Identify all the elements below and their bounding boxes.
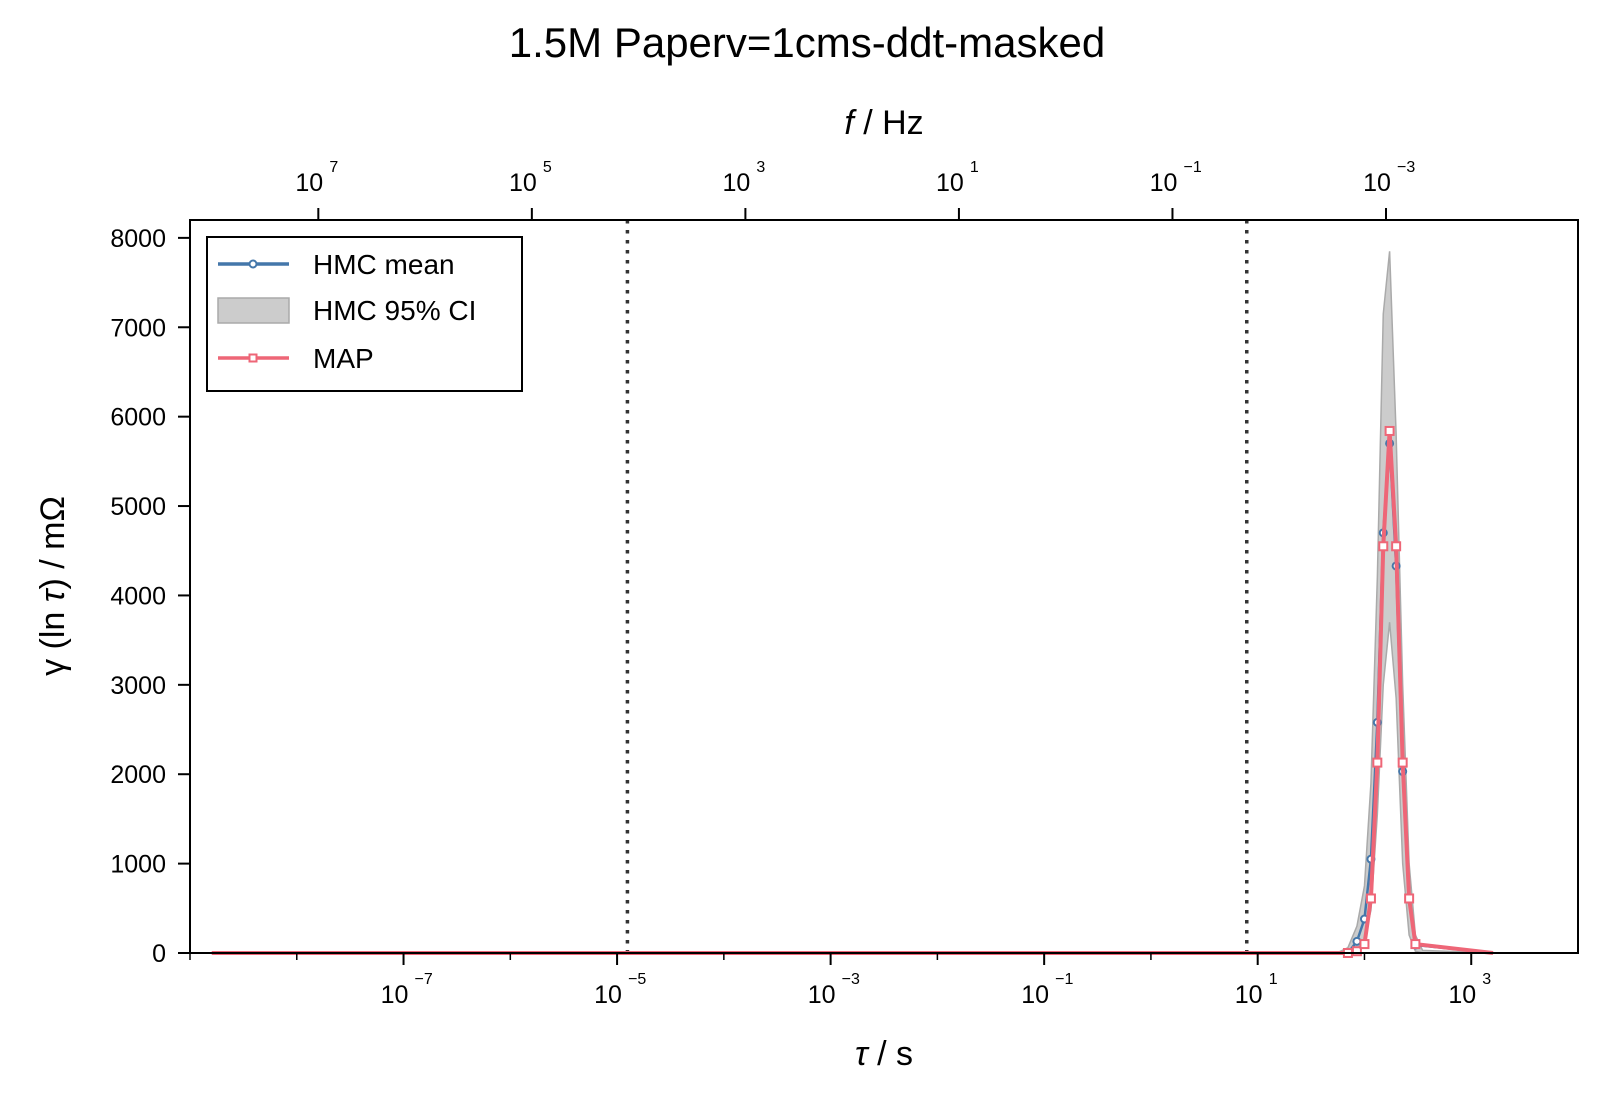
y-tick-label: 1000: [110, 851, 166, 879]
top-x-tick-exponent: 1: [970, 159, 979, 176]
x-tick-exponent: −5: [628, 971, 646, 988]
top-x-tick-exponent: 3: [756, 159, 765, 176]
top-x-tick-exponent: −3: [1397, 159, 1415, 176]
x-tick-label: 10: [1235, 981, 1263, 1009]
top-x-tick-label: 10: [1150, 169, 1178, 197]
top-x-tick-exponent: −1: [1183, 159, 1201, 176]
top-x-tick-label: 10: [936, 169, 964, 197]
plot-frame: [189, 219, 1579, 954]
legend-label-hmc-ci: HMC 95% CI: [313, 295, 476, 326]
x-tick-label: 10: [381, 981, 409, 1009]
x-tick-label: 10: [1021, 981, 1049, 1009]
y-tick-label: 8000: [110, 225, 166, 253]
legend-label-hmc-mean: HMC mean: [313, 249, 455, 280]
data-point-map: [1397, 757, 1408, 768]
x-tick-exponent: −1: [1055, 971, 1073, 988]
legend-label-map: MAP: [313, 343, 374, 374]
y-tick-label: 4000: [110, 582, 166, 610]
y-tick-label: 5000: [110, 493, 166, 521]
data-point-map: [1365, 893, 1376, 904]
x-tick-exponent: 1: [1269, 971, 1278, 988]
top-x-axis-label: f / Hz: [844, 104, 923, 142]
top-x-tick-exponent: 5: [543, 159, 552, 176]
x-tick-exponent: 3: [1482, 971, 1491, 988]
data-point-map: [1404, 893, 1415, 904]
legend-ci-swatch: [217, 297, 290, 324]
x-tick-exponent: −3: [842, 971, 860, 988]
data-point-map: [1410, 939, 1421, 950]
top-x-tick-exponent: 7: [329, 159, 338, 176]
legend: HMC mean HMC 95% CI MAP: [206, 236, 523, 392]
x-axis-label: τ / s: [855, 1035, 913, 1073]
y-tick-label: 3000: [110, 672, 166, 700]
x-tick-label: 10: [1448, 981, 1476, 1009]
data-point-hmc-mean: [1352, 936, 1362, 946]
series-line-hmc-mean: [211, 442, 1494, 955]
series-line-map: [211, 428, 1494, 955]
top-x-tick-label: 10: [295, 169, 323, 197]
y-tick-label: 7000: [110, 314, 166, 342]
x-tick-label: 10: [808, 981, 836, 1009]
y-tick-label: 6000: [110, 404, 166, 432]
top-x-tick-label: 10: [1363, 169, 1391, 197]
y-tick-label: 0: [152, 940, 166, 968]
x-tick-label: 10: [594, 981, 622, 1009]
legend-map-marker: [248, 353, 258, 363]
data-point-map: [1384, 425, 1395, 436]
data-point-map: [1372, 757, 1383, 768]
legend-hmc-mean-marker: [248, 259, 258, 269]
data-point-map: [1391, 541, 1402, 552]
data-point-map: [1359, 939, 1370, 950]
x-tick-exponent: −7: [415, 971, 433, 988]
chart-title: 1.5M Paperv=1cms-ddt-masked: [509, 19, 1105, 66]
top-x-tick-label: 10: [509, 169, 537, 197]
data-point-map: [1378, 541, 1389, 552]
top-x-tick-label: 10: [722, 169, 750, 197]
data-point-map: [1351, 946, 1362, 957]
y-tick-label: 2000: [110, 761, 166, 789]
y-axis-label: γ (ln τ) / mΩ: [34, 496, 72, 676]
axis-ticks: 01000200030004000500060007000800010−710−…: [110, 159, 1491, 1009]
